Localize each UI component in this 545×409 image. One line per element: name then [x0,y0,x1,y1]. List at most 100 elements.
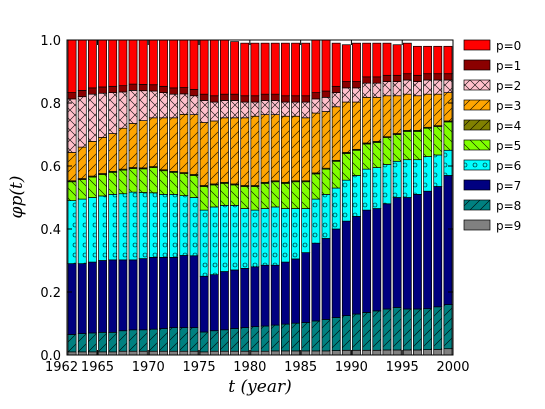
bar-segment-p0-1995 [402,42,412,75]
bar-segment-p7-1990 [352,216,361,315]
bar-segment-p1-1970 [148,84,158,92]
bar-segment-p6-1979 [240,208,250,269]
bar-segment-p9-1981 [260,350,270,356]
bar-segment-p7-1972 [169,257,179,328]
bar-segment-p7-1975 [199,275,209,333]
bar-segment-p9-1994 [392,349,402,356]
bar-segment-p8-1990 [352,313,361,351]
x-tick-label: 1980 [233,360,266,375]
bar-segment-p1-1981 [260,93,270,101]
bar-segment-p2-1984 [291,101,300,117]
bar-segment-p6-1998 [433,154,443,187]
bar-segment-p0-1969 [138,39,148,85]
bar-segment-p7-1973 [179,255,189,328]
bar-segment-p2-1986 [311,98,321,114]
bar-segment-p7-1964 [87,261,97,334]
bar-segment-p3-1983 [280,115,290,183]
bar-segment-p8-1966 [108,331,118,353]
bar-segment-p2-1992 [372,82,382,98]
bar-segment-p1-1998 [433,73,443,81]
bar-segment-p2-1973 [179,93,189,115]
bar-segment-p9-1974 [189,350,199,356]
bar-segment-p1-1994 [392,74,402,82]
bar-segment-p3-1969 [138,120,148,169]
bar-segment-p1-1982 [270,93,280,101]
bar-segment-p3-1981 [260,114,270,183]
bar-segment-p7-1980 [250,266,260,327]
bar-segment-p7-1978 [230,269,240,329]
bar-segment-p8-1967 [118,330,128,352]
bar-segment-p9-1978 [230,350,240,356]
bar-segment-p1-1980 [250,95,260,103]
legend-label: p=2 [496,79,521,93]
bar-segment-p8-1977 [220,329,229,352]
bar-segment-p8-1963 [77,333,87,353]
bar-segment-p6-1962 [67,200,77,264]
bar-segment-p1-1995 [402,73,412,81]
legend-label: p=6 [496,159,521,173]
bar-segment-p0-1964 [87,39,97,89]
bar-segment-p1-1962 [67,92,77,100]
bar-segment-p3-1975 [199,122,209,186]
bar-segment-p0-1992 [372,42,382,78]
bar-segment-p9-1993 [382,349,392,356]
bar-segment-p7-1992 [372,208,382,312]
bar-segment-p0-1962 [67,39,77,93]
bar-segment-p2-1968 [128,90,138,124]
bar-segment-p5-1981 [260,182,270,209]
bar-segment-p6-1992 [372,167,382,209]
bar-segment-p8-1970 [148,328,158,352]
bar-segment-p5-1965 [98,174,107,197]
bar-segment-p2-1970 [148,90,158,119]
bar-segment-p2-1978 [230,100,240,119]
bar-segment-p0-1974 [189,39,199,90]
bar-segment-p7-1998 [433,186,443,308]
bar-segment-p1-1989 [341,81,351,89]
legend-swatch-p5 [463,139,491,151]
bar-segment-p9-1988 [331,350,341,356]
bar-segment-p8-1999 [443,304,453,350]
bar-segment-p2-1974 [189,95,199,116]
x-tick-label: 1990 [335,360,368,375]
bar-segment-p6-1984 [291,208,300,260]
legend-label: p=0 [496,39,521,53]
bar-segment-p2-1980 [250,101,260,117]
bar-segment-p9-1979 [240,350,250,356]
bar-segment-p8-1994 [392,307,402,351]
x-tick-label: 1975 [183,360,216,375]
bar-segment-p1-1964 [87,87,97,95]
bar-segment-p5-1970 [148,167,158,194]
bar-segment-p2-1975 [199,100,209,123]
bar-segment-p1-1992 [372,76,382,84]
bar-segment-p5-1979 [240,186,250,209]
bar-segment-p6-1989 [341,179,351,222]
bar-segment-p0-1996 [413,45,422,76]
bar-segment-p6-1970 [148,192,158,258]
bar-segment-p3-1995 [402,93,412,131]
bar-segment-p0-1990 [352,42,361,82]
bar-segment-p6-1971 [159,194,168,258]
bar-segment-p2-1962 [67,98,77,153]
bar-segment-p0-1973 [179,39,189,88]
y-axis-label: φp(t) [7,176,27,219]
x-tick-label: 2000 [436,360,469,375]
bar-segment-p5-1983 [280,182,290,209]
bar-segment-p6-1983 [280,208,290,263]
bar-segment-p1-1978 [230,93,240,101]
legend-label: p=4 [496,119,521,133]
bar-segment-p1-1975 [199,93,209,101]
bar-segment-p6-1963 [77,198,87,264]
bar-segment-p2-1991 [362,82,372,98]
bar-segment-p5-1962 [67,181,77,201]
bar-segment-p5-1969 [138,168,148,193]
bar-segment-p8-1973 [179,327,189,352]
bar-segment-p5-1972 [169,171,179,195]
y-tick-label: 0.0 [40,349,61,364]
bar-segment-p5-1994 [392,134,402,162]
bar-segment-p7-1999 [443,175,453,305]
bar-segment-p1-1977 [220,93,229,101]
bar-segment-p0-1965 [98,39,107,88]
ticks-layer: 1962 1965 1970 1975 1980 1985 1990 1995 2000 0.0 0… [40,34,469,375]
bar-segment-p0-1978 [230,41,240,95]
bar-segment-p5-1964 [87,176,97,198]
